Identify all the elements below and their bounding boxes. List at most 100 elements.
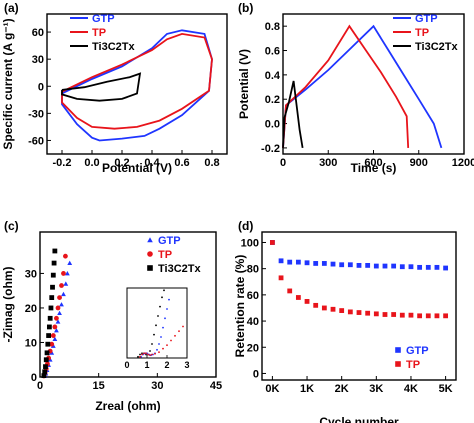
- x-tick-label: 0: [280, 157, 286, 169]
- y-axis-label: Retention rate (%): [233, 255, 247, 358]
- data-point: [67, 260, 73, 265]
- data-point: [54, 327, 59, 333]
- inset-data-point: [153, 333, 155, 336]
- x-tick-label: 0.6: [174, 157, 189, 169]
- series-line-3: [61, 72, 142, 102]
- x-tick-label: 0: [37, 380, 43, 392]
- inset-data-point: [157, 315, 159, 317]
- inset-data-point: [147, 353, 149, 356]
- data-point: [313, 261, 319, 266]
- panel-1: (a) -0.2 0.0 0.2 0.4 0.6 0.8 -60 -30 0 30 60 Potenti…: [1, 1, 228, 175]
- data-point: [46, 324, 52, 330]
- data-point: [63, 281, 69, 286]
- legend-label: Ti3C2Tx: [92, 41, 135, 53]
- data-point: [347, 262, 353, 268]
- x-tick-label: 3K: [369, 383, 383, 395]
- data-point: [330, 306, 336, 312]
- legend-marker: [395, 361, 401, 367]
- y-axis-label: Specific current (A g⁻¹): [1, 18, 15, 149]
- inset-data-point: [158, 351, 160, 354]
- data-point: [321, 261, 327, 266]
- y-tick-label: -60: [28, 135, 44, 147]
- x-tick-label: 1K: [300, 383, 314, 395]
- data-point: [48, 305, 54, 311]
- y-tick-label: 20: [25, 303, 37, 315]
- data-point: [59, 302, 64, 307]
- panel-label: (b): [238, 1, 253, 15]
- y-tick-label: -0.2: [261, 143, 280, 155]
- inset-data-point: [139, 355, 141, 358]
- data-point: [365, 262, 371, 268]
- data-point: [57, 310, 62, 316]
- data-point: [59, 283, 64, 288]
- inset-data-point: [162, 326, 164, 329]
- data-point: [408, 312, 414, 318]
- x-tick-label: 45: [210, 380, 222, 392]
- data-point: [443, 265, 449, 271]
- inset-data-point: [158, 343, 160, 345]
- data-point: [313, 302, 319, 308]
- data-point: [63, 253, 68, 259]
- data-point: [287, 288, 293, 294]
- x-tick-label: 0K: [265, 383, 279, 395]
- inset-data-point: [161, 296, 163, 299]
- y-tick-label: 0.6: [265, 46, 280, 58]
- inset-data-point: [170, 339, 172, 342]
- data-point: [339, 262, 345, 268]
- data-point: [42, 369, 48, 375]
- data-point: [417, 264, 423, 270]
- x-axis-label: Cycle number: [319, 415, 399, 423]
- y-tick-label: 0.0: [265, 119, 280, 131]
- inset-data-point: [151, 353, 153, 356]
- legend-label: Ti3C2Tx: [415, 41, 458, 53]
- data-point: [61, 271, 66, 276]
- data-point: [434, 264, 440, 270]
- series-line-1: [61, 29, 213, 142]
- inset-plot: 0 1 2 3: [124, 287, 190, 370]
- data-point: [321, 305, 327, 311]
- y-tick-label: 0: [253, 368, 259, 380]
- x-tick-label: 15: [93, 380, 105, 392]
- x-tick-label: 0.8: [204, 157, 219, 169]
- legend-label: GTP: [415, 13, 438, 25]
- legend-marker: [147, 251, 153, 257]
- panel-label: (d): [238, 219, 253, 233]
- x-tick-label: 4K: [404, 383, 418, 395]
- legend-label: TP: [158, 249, 172, 261]
- data-point: [49, 295, 55, 300]
- data-point: [46, 333, 52, 338]
- panel-label: (c): [4, 219, 19, 233]
- legend-label: GTP: [406, 345, 429, 357]
- data-point: [304, 260, 310, 266]
- y-tick-label: 40: [247, 316, 259, 328]
- y-tick-label: 0.4: [265, 70, 281, 82]
- x-tick-label: 600: [364, 157, 382, 169]
- y-tick-label: 10: [25, 337, 37, 349]
- legend-marker: [147, 237, 153, 243]
- data-point: [50, 333, 56, 338]
- x-tick-label: 0.2: [114, 157, 129, 169]
- panel-label: (a): [4, 1, 19, 15]
- data-point: [52, 324, 58, 330]
- panel-2: (b) 0 300 600 900 1200 -0.2 0.0 0.2 0.4 0.6 0.8 Time…: [237, 1, 474, 175]
- x-tick-label: 300: [319, 157, 337, 169]
- x-axis-label: Zreal (ohm): [95, 399, 160, 413]
- data-point: [399, 312, 405, 318]
- data-point: [399, 264, 405, 270]
- legend-label: GTP: [158, 235, 181, 247]
- y-tick-label: 0: [38, 81, 44, 93]
- x-tick-label: -0.2: [53, 157, 72, 169]
- data-point: [44, 350, 50, 356]
- data-point: [61, 291, 66, 297]
- data-point: [287, 259, 293, 265]
- data-point: [373, 311, 379, 317]
- data-point: [304, 299, 310, 304]
- data-point: [365, 310, 371, 316]
- inset-data-point: [168, 298, 170, 301]
- data-point: [391, 312, 397, 317]
- data-point: [295, 259, 301, 265]
- legend-label: GTP: [92, 13, 115, 25]
- legend-marker: [395, 347, 401, 353]
- inset-data-point: [163, 289, 165, 292]
